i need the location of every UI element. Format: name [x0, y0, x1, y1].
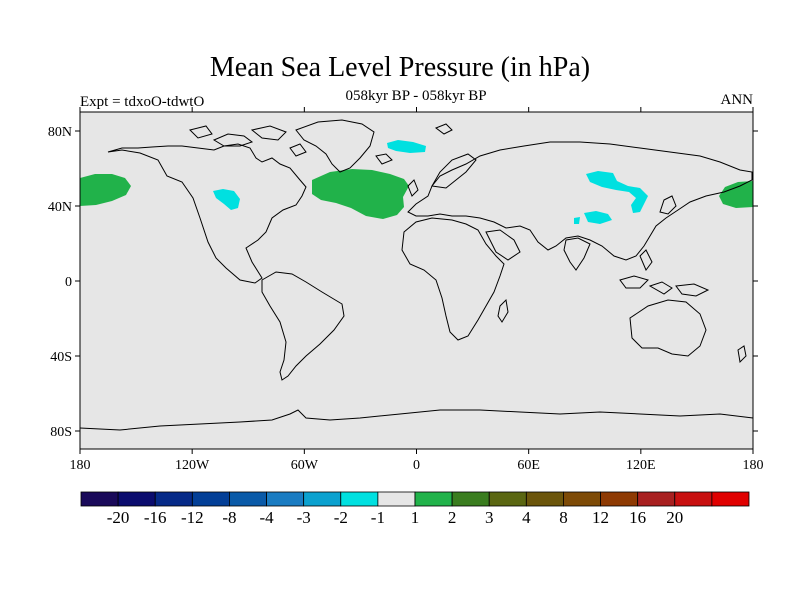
- colorbar-label: -1: [371, 508, 385, 527]
- colorbar-label: -12: [181, 508, 204, 527]
- colorbar-label: -4: [259, 508, 274, 527]
- colorbar-box: [414, 491, 453, 507]
- coast-greenland: [295, 119, 375, 173]
- anomaly-greenland: [387, 140, 426, 153]
- colorbar-label: 2: [448, 508, 457, 527]
- y-axis: 80N 40N 0 40S 80S: [48, 125, 758, 440]
- x-axis: 180 120W 60W 0 60E 120E 180: [70, 107, 764, 473]
- colorbar-label: 12: [592, 508, 609, 527]
- coast-scandinavia: [431, 153, 477, 189]
- season-label: ANN: [720, 92, 754, 108]
- coast-eurasia: [407, 141, 753, 261]
- y-tick-label: 80N: [48, 125, 72, 140]
- colorbar-box: [600, 491, 639, 507]
- x-tick-label: 180: [70, 458, 91, 473]
- anomaly-layer: [80, 140, 753, 224]
- colorbar-label: 1: [411, 508, 420, 527]
- colorbar-box: [563, 491, 601, 507]
- coast-se-asia: [619, 249, 710, 297]
- coast-uk: [407, 179, 419, 197]
- anomaly-central-asia: [584, 211, 612, 224]
- map-background: [80, 112, 753, 449]
- colorbar-box: [711, 491, 750, 507]
- colorbar-box: [674, 491, 713, 507]
- colorbar-label: -8: [222, 508, 236, 527]
- anomaly-north-pacific-east: [80, 174, 131, 206]
- colorbar-label: 8: [559, 508, 568, 527]
- colorbar: -20 -16 -12 -8 -4 -3 -2 -1 1 2 3 4 8 12 16 20: [80, 491, 750, 527]
- anomaly-north-atlantic: [312, 169, 409, 219]
- x-tick-label: 180: [743, 458, 764, 473]
- plot-title: Mean Sea Level Pressure (in hPa): [209, 52, 591, 83]
- coast-madagascar: [497, 298, 509, 323]
- colorbar-label: -3: [297, 508, 311, 527]
- colorbar-box: [191, 491, 230, 507]
- colorbar-label: 3: [485, 508, 494, 527]
- colorbar-label: 16: [629, 508, 646, 527]
- anomaly-siberia: [586, 171, 648, 213]
- coast-japan: [659, 195, 677, 215]
- x-tick-label: 60E: [517, 458, 540, 473]
- x-tick-label: 120W: [175, 458, 210, 473]
- y-tick-label: 0: [65, 275, 72, 290]
- colorbar-label: -2: [334, 508, 348, 527]
- coast-new-zealand: [737, 345, 747, 364]
- y-tick-label: 40N: [48, 200, 72, 215]
- coastlines: [79, 119, 754, 431]
- colorbar-box: [377, 491, 416, 507]
- colorbar-box: [266, 491, 305, 507]
- coast-iceland: [375, 153, 393, 165]
- coast-antarctica: [79, 409, 754, 431]
- colorbar-label: 20: [666, 508, 683, 527]
- coast-india: [563, 237, 591, 271]
- period-label: 058kyr BP - 058kyr BP: [345, 88, 487, 104]
- anomaly-north-pacific-west: [719, 181, 753, 208]
- coast-africa: [401, 217, 505, 341]
- colorbar-box: [154, 491, 193, 507]
- colorbar-box: [117, 491, 156, 507]
- y-tick-label: 40S: [50, 350, 72, 365]
- experiment-label: Expt = tdxoO-tdwtO: [80, 94, 205, 110]
- colorbar-box: [488, 491, 527, 507]
- coast-south-america: [261, 271, 345, 381]
- colorbar-label: 4: [522, 508, 531, 527]
- colorbar-box: [451, 491, 490, 507]
- x-tick-label: 60W: [291, 458, 319, 473]
- coast-arabia: [485, 229, 521, 261]
- colorbar-box: [303, 491, 342, 507]
- x-tick-label: 120E: [626, 458, 656, 473]
- colorbar-box: [80, 491, 119, 507]
- colorbar-box: [340, 491, 379, 507]
- coast-arctic-islands: [189, 125, 307, 157]
- anomaly-north-america: [213, 189, 240, 210]
- colorbar-box: [637, 491, 676, 507]
- coast-north-america: [107, 143, 307, 284]
- colorbar-label: -20: [107, 508, 130, 527]
- coast-australia: [629, 299, 707, 357]
- y-tick-label: 80S: [50, 425, 72, 440]
- colorbar-box: [525, 491, 564, 507]
- anomaly-asia-small: [574, 217, 580, 224]
- colorbar-box: [229, 491, 267, 507]
- colorbar-label: -16: [144, 508, 167, 527]
- coast-svalbard: [434, 123, 453, 135]
- x-tick-label: 0: [413, 458, 420, 473]
